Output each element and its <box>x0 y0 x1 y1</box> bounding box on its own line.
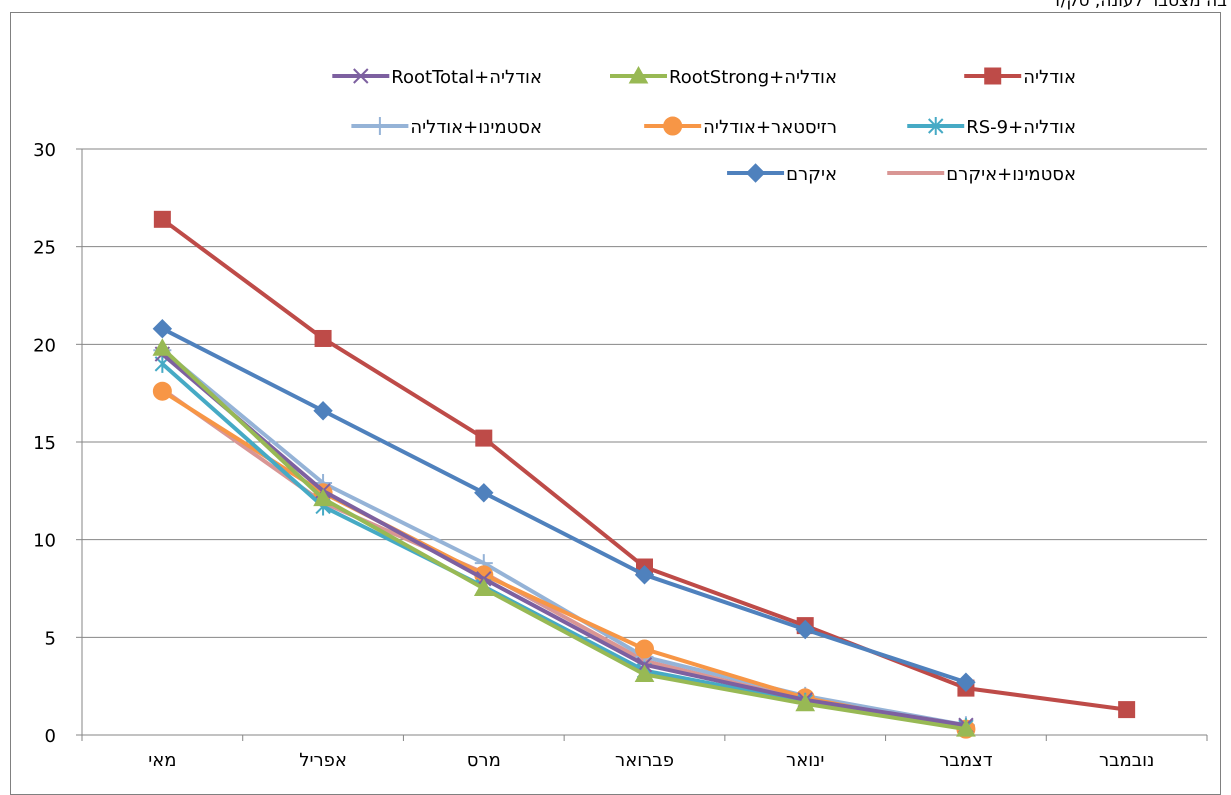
legend-label: אודליה+RootStrong <box>669 67 837 88</box>
data-point <box>1118 701 1136 719</box>
y-tick-label: 0 <box>45 726 56 747</box>
data-point <box>634 664 655 682</box>
legend-label: אודליה <box>1023 67 1076 88</box>
legend-marker <box>353 68 369 84</box>
x-tick-label: דצמבר <box>939 750 992 771</box>
x-tick-label: מרס <box>467 750 501 771</box>
data-point <box>635 639 654 659</box>
data-point <box>473 578 494 596</box>
series-line <box>160 346 967 732</box>
data-point <box>152 318 173 339</box>
y-tick-label: 20 <box>33 335 56 356</box>
legend-marker <box>745 163 766 183</box>
series-line <box>161 352 967 728</box>
data-point <box>795 619 815 640</box>
data-point <box>313 401 333 421</box>
data-point <box>956 672 976 692</box>
series-line <box>161 362 967 730</box>
series-line <box>161 217 1127 712</box>
legend-label: אודליה+RS-9 <box>966 117 1076 138</box>
legend-label: אסטמינו+איקרם <box>946 164 1076 185</box>
series-line <box>161 348 967 728</box>
y-tick-label: 30 <box>33 140 56 161</box>
data-point <box>956 719 976 737</box>
x-tick-label: נובמבר <box>1099 750 1154 771</box>
legend-label: אודליה+RootTotal <box>391 67 542 88</box>
legend-label: רזיסטאר+אודליה <box>703 117 837 138</box>
x-tick-label: אפריל <box>299 750 347 771</box>
legend-label: אסטמינו+אודליה <box>410 117 542 138</box>
y-tick-label: 10 <box>33 531 56 552</box>
data-point <box>153 210 171 228</box>
series-line <box>161 326 967 685</box>
legend-marker <box>628 65 649 84</box>
data-point <box>314 329 332 347</box>
legend-marker <box>663 116 683 136</box>
data-point <box>474 483 494 503</box>
series-line <box>161 387 967 730</box>
y-tick-label: 5 <box>45 628 56 649</box>
y-tick-label: 15 <box>33 433 56 454</box>
data-point <box>313 488 333 507</box>
x-tick-label: ינואר <box>786 750 824 771</box>
x-tick-label: מאי <box>148 750 176 771</box>
data-point <box>152 381 172 401</box>
legend-marker <box>370 117 389 135</box>
chart-title: בה מצטבר לעונה, סק/ד <box>1051 0 1227 11</box>
legend-marker <box>928 117 944 135</box>
data-point <box>795 693 816 712</box>
data-point <box>634 565 655 585</box>
legend-marker <box>984 67 1002 85</box>
x-tick-label: פברואר <box>615 750 674 771</box>
data-point <box>152 338 173 356</box>
data-point <box>475 429 493 447</box>
y-tick-label: 25 <box>33 238 56 259</box>
legend-label: איקרם <box>786 164 837 185</box>
